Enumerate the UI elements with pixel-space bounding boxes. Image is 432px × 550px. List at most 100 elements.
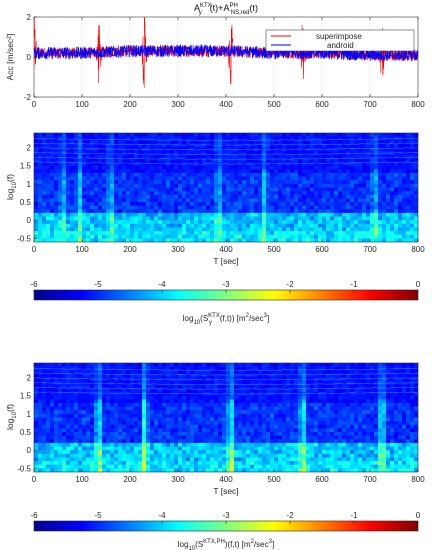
spectrogram-cell: [194, 198, 199, 203]
spectrogram-cell: [174, 395, 179, 400]
spectrogram-cell: [138, 227, 143, 232]
spectrogram-cell: [326, 209, 331, 214]
spectrogram-cell: [250, 172, 255, 177]
spectrogram-cell: [342, 143, 347, 148]
spectrogram-cell: [266, 381, 271, 386]
spectrogram-cell: [342, 176, 347, 181]
spectrogram-cell: [166, 220, 171, 225]
spectrogram-cell: [354, 147, 359, 152]
spectrogram-cell: [318, 227, 323, 232]
harmonic-curve: [34, 156, 418, 160]
spectrogram-cell: [410, 191, 415, 196]
spectrogram-cell: [322, 238, 327, 242]
spectrogram-cell: [38, 133, 43, 137]
spectrogram-cell: [262, 432, 267, 436]
spectrogram-cell: [282, 212, 287, 217]
spectrogram-cell: [326, 191, 331, 196]
spectrogram-cell: [414, 428, 418, 433]
spectrogram-cell: [334, 220, 339, 225]
spectrogram-cell: [210, 180, 215, 185]
spectrogram-cell: [310, 388, 315, 393]
spectrogram-cell: [102, 388, 107, 393]
spectrogram-cell: [174, 366, 179, 371]
spectrogram-cell: [266, 133, 271, 137]
spectrogram-cell: [118, 140, 123, 145]
spectrogram-cell: [342, 165, 347, 170]
spectrogram-cell: [38, 154, 43, 159]
spectrogram-cell: [126, 435, 131, 440]
spectrogram-cell: [314, 410, 319, 415]
spectrogram-cell: [122, 183, 127, 188]
spectrogram-cell: [386, 388, 391, 393]
spectrogram-cell: [294, 143, 299, 148]
spectrogram-cell: [94, 370, 99, 375]
spectrogram-cell: [70, 187, 75, 192]
spectrogram-cell: [82, 370, 87, 375]
spectrogram-cell: [62, 209, 67, 214]
spectrogram-cell: [190, 388, 195, 393]
spectrogram-cell: [326, 366, 331, 371]
spectrogram-cell: [118, 143, 123, 148]
spectrogram-cell: [126, 165, 131, 170]
spectrogram-cell: [322, 392, 327, 396]
spectrogram-cell: [210, 413, 215, 418]
spectrogram-cell: [186, 180, 191, 185]
spectrogram-cell: [398, 162, 403, 166]
spectrogram-cell: [322, 209, 327, 214]
spectrogram-cell: [330, 424, 335, 429]
spectrogram-cell: [170, 165, 175, 170]
spectrogram-cell: [286, 435, 291, 440]
spectrogram-cell: [190, 395, 195, 400]
spectrogram-cell: [58, 165, 63, 170]
spectrogram-cell: [282, 187, 287, 192]
spectrogram-cell: [146, 191, 151, 196]
spectrogram-cell: [238, 165, 243, 170]
spectrogram-cell: [218, 373, 223, 378]
spectrogram-cell: [114, 165, 119, 170]
spectrogram-cell: [110, 384, 115, 389]
spectrogram-cell: [62, 388, 67, 393]
spectrogram-cell: [242, 136, 247, 141]
spectrogram-cell: [282, 428, 287, 433]
spectrogram-cell: [242, 220, 247, 225]
spectrogram-cell: [394, 216, 399, 221]
spectrogram-cell: [86, 392, 91, 396]
spectrogram-cell: [342, 384, 347, 389]
spectrogram-cell: [154, 227, 159, 232]
spectrogram-cell: [158, 413, 163, 418]
spectrogram-cell: [138, 169, 143, 174]
spectrogram-cell: [366, 402, 371, 407]
spectrogram-cell: [390, 373, 395, 378]
spectrogram-cell: [334, 183, 339, 188]
spectrogram-cell: [306, 413, 311, 418]
spectrogram-cell: [222, 143, 227, 148]
spectrogram-cell: [146, 143, 151, 148]
spectrogram-cell: [166, 209, 171, 214]
spectrogram-cell: [130, 424, 135, 429]
spectrogram-cell: [138, 202, 143, 206]
spectrogram-cell: [226, 194, 231, 199]
spectrogram-cell: [354, 402, 359, 407]
spectrogram-cell: [102, 227, 107, 232]
spectrogram-cell: [166, 421, 171, 426]
spectrogram-cell: [178, 395, 183, 400]
spectrogram-cell: [150, 373, 155, 378]
spectrogram-cell: [34, 180, 39, 185]
spectrogram-cell: [174, 172, 179, 177]
spectrogram-cell: [298, 202, 303, 206]
spectrogram-cell: [258, 238, 263, 242]
spectrogram-cell: [58, 172, 63, 177]
spectrogram-cell: [90, 191, 95, 196]
spectrogram-cell: [246, 180, 251, 185]
spectrogram-cell: [234, 413, 239, 418]
spectrogram-cell: [58, 406, 63, 411]
spectrogram-cell: [298, 432, 303, 436]
spectrogram-cell: [238, 205, 243, 210]
spectrogram-cell: [134, 191, 139, 196]
spectrogram-cell: [238, 381, 243, 386]
spectrogram-cell: [414, 417, 418, 422]
spectrogram-cell: [410, 384, 415, 389]
spectrogram-cell: [406, 395, 411, 400]
spectrogram-cell: [182, 136, 187, 141]
spectrogram-cell: [294, 406, 299, 411]
